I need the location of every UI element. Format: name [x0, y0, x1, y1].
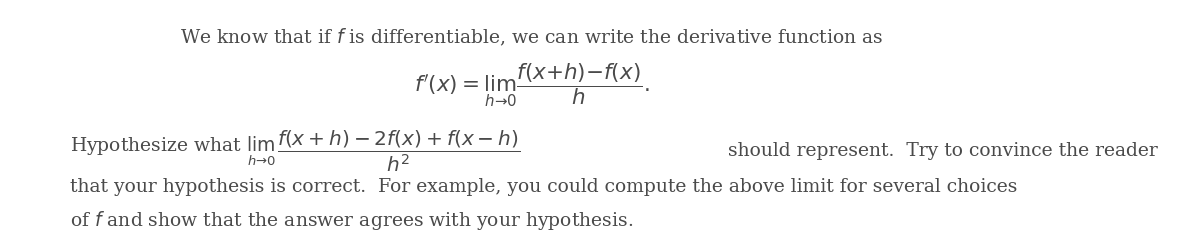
- Text: that your hypothesis is correct.  For example, you could compute the above limit: that your hypothesis is correct. For exa…: [71, 177, 1018, 195]
- Text: Hypothesize what $\lim_{h \to 0}$: Hypothesize what $\lim_{h \to 0}$: [71, 134, 276, 167]
- Text: of $f$ and show that the answer agrees with your hypothesis.: of $f$ and show that the answer agrees w…: [71, 208, 634, 231]
- Text: We know that if $f$ is differentiable, we can write the derivative function as: We know that if $f$ is differentiable, w…: [180, 26, 883, 48]
- Text: $f'(x) = \lim_{h \to 0} \dfrac{f(x+h) - f(x)}{h}.$: $f'(x) = \lim_{h \to 0} \dfrac{f(x+h) - …: [414, 61, 649, 109]
- Text: should represent.  Try to convince the reader: should represent. Try to convince the re…: [727, 142, 1158, 160]
- Text: $\dfrac{f(x+h) - 2f(x) + f(x-h)}{h^2}$: $\dfrac{f(x+h) - 2f(x) + f(x-h)}{h^2}$: [277, 128, 521, 173]
